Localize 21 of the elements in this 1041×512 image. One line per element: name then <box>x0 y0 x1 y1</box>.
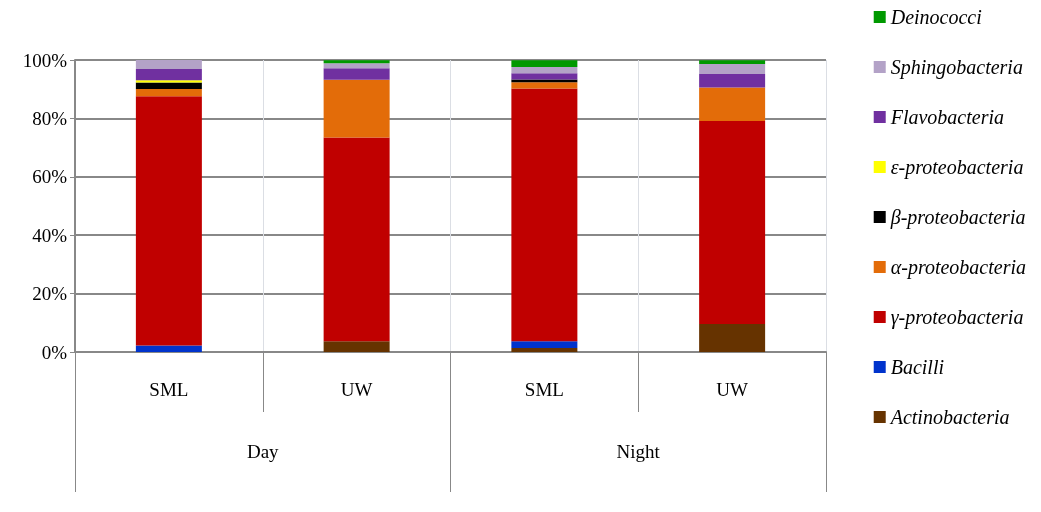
y-tick-label: 60% <box>32 166 68 188</box>
legend-label: α-proteobacteria <box>890 256 1027 279</box>
y-tick-label: 20% <box>32 283 68 305</box>
y-tick-label: 40% <box>32 224 68 246</box>
x-tick-label: UW <box>340 379 373 400</box>
legend-label: Flavobacteria <box>889 106 1005 128</box>
text: Day <box>246 441 280 462</box>
x-tick-label: UW <box>716 379 749 400</box>
legend-label: γ-proteobacteria <box>890 306 1024 329</box>
text: Night <box>616 441 661 462</box>
legend-label: Bacilli <box>890 356 945 378</box>
y-tick-label: 80% <box>32 107 68 129</box>
y-tick-label: 0% <box>41 341 68 363</box>
legend-label: Actinobacteria <box>888 406 1010 428</box>
legend-label: Deinococci <box>889 6 982 28</box>
legend-label: β-proteobacteria <box>889 206 1026 229</box>
legend-label: ε-proteobacteria <box>890 156 1024 179</box>
legend-label: Sphingobacteria <box>890 56 1023 79</box>
y-tick-label: 100% <box>22 49 68 71</box>
x-tick-label: SML <box>524 379 564 400</box>
x-tick-label: SML <box>149 379 189 400</box>
